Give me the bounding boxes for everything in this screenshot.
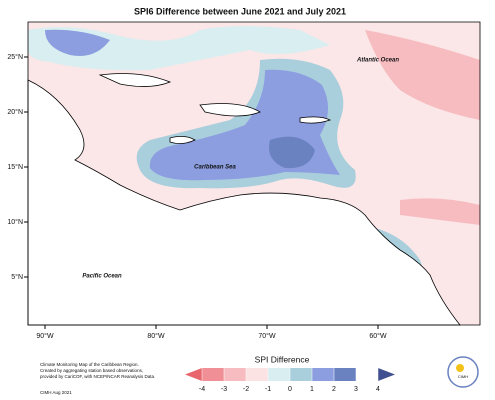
footnote: Created by aggregating station based obs…: [40, 368, 143, 373]
colorbar-segment: [334, 368, 356, 381]
colorbar-label: SPI Difference: [255, 354, 310, 364]
lon-tick-label: 60°W: [369, 332, 387, 340]
colorbar-segment: [202, 368, 224, 381]
map-plot: [27, 21, 481, 326]
lat-tick-label: 20°N: [7, 108, 23, 116]
colorbar-segment: [290, 368, 312, 381]
colorbar-segment: [246, 368, 268, 381]
colorbar-tick-label: 2: [332, 386, 336, 393]
colorbar-tick-label: 1: [310, 386, 314, 393]
colorbar-tick-label: -4: [199, 386, 205, 393]
colorbar-arrow: [185, 368, 202, 381]
ocean-label: Atlantic Ocean: [356, 58, 399, 64]
footnote: Climate Monitoring Map of the Caribbean …: [40, 362, 139, 367]
colorbar-tick-label: -3: [221, 386, 227, 393]
lat-tick-label: 15°N: [7, 163, 23, 171]
colorbar-tick-label: 4: [376, 386, 380, 393]
ocean-label: Pacific Ocean: [82, 274, 122, 280]
colorbar-tick-label: -2: [243, 386, 249, 393]
lon-tick-label: 90°W: [36, 332, 54, 340]
colorbar-tick-label: 3: [354, 386, 358, 393]
lon-tick-label: 80°W: [147, 332, 165, 340]
lat-tick-label: 5°N: [11, 273, 23, 281]
credit: CIMH Aug 2021: [40, 390, 72, 395]
lon-tick-label: 70°W: [258, 332, 276, 340]
colorbar-arrow: [378, 368, 395, 381]
colorbar-segment: [224, 368, 246, 381]
footnote: provided by CariCOF, with NCEP/NCAR Rean…: [40, 374, 155, 379]
lat-tick-label: 10°N: [7, 218, 23, 226]
sea-label: Caribbean Sea: [194, 165, 236, 171]
colorbar-tick-label: 0: [288, 386, 292, 393]
lat-tick-label: 25°N: [7, 53, 23, 61]
colorbar-segment: [312, 368, 334, 381]
logo: [447, 356, 479, 388]
logo-text: CIMH: [458, 374, 468, 379]
colorbar-segment: [268, 368, 290, 381]
colorbar-tick-label: -1: [265, 386, 271, 393]
map-title: SPI6 Difference between June 2021 and Ju…: [134, 6, 346, 16]
